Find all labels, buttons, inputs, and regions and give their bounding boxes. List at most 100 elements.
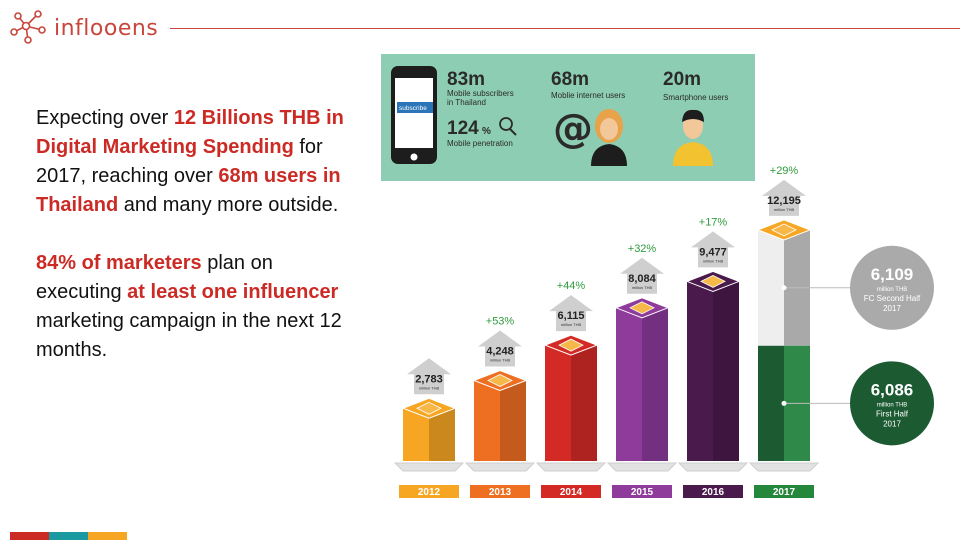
coin-icon [487, 374, 513, 387]
footer-bar-red [10, 532, 49, 540]
bar-value-label: 2,783 [415, 373, 443, 385]
smartphone-users-value: 20m [663, 69, 701, 90]
bar-base [606, 462, 678, 472]
bar-2017-second-half [758, 229, 784, 346]
phone-screen-text: subscribe [399, 105, 427, 112]
value-arrow [407, 358, 451, 395]
subscribers-value: 83m [447, 69, 485, 90]
internet-users-value: 68m [551, 69, 589, 90]
marketers-paragraph: 84% of marketers plan on executing at le… [36, 249, 346, 365]
ad-spend-chart: 2,783 million THB 2012 4,248 million THB +53%… [385, 130, 960, 510]
bar [616, 307, 642, 461]
woman-icon [591, 109, 627, 166]
callout-circle [850, 245, 934, 330]
subscribers-label-2: in Thailand [447, 98, 486, 107]
year-label: 2017 [773, 487, 796, 498]
bar-value-label: 9,477 [699, 246, 727, 258]
bar-base [677, 462, 749, 472]
year-label: 2012 [418, 487, 441, 498]
coin-icon [771, 223, 797, 237]
bar-base [393, 462, 465, 472]
year-label-box [612, 485, 672, 498]
callout-period: FC Second Half [864, 294, 921, 303]
smartphone-icon [391, 66, 437, 164]
bar-unit-label: million THB [561, 322, 582, 327]
year-label-box [754, 485, 814, 498]
year-label: 2013 [489, 487, 512, 498]
callout-unit: million THB [877, 287, 908, 293]
coin-icon [416, 401, 442, 415]
growth-label: +29% [770, 165, 799, 177]
coin-icon [629, 301, 655, 315]
year-label: 2016 [702, 487, 725, 498]
growth-label: +44% [557, 280, 586, 292]
body-text: and many more outside. [118, 194, 339, 216]
bar-side [713, 281, 739, 461]
year-label: 2015 [631, 487, 654, 498]
internet-users-label: Moblie internet users [551, 91, 625, 100]
man-icon [673, 109, 713, 166]
subscribers-label-1: Mobile subscribers [447, 89, 514, 98]
highlight-text: 12 Billions THB in Digital Marketing Spe… [36, 107, 344, 158]
callout-circle [850, 361, 934, 446]
callout-period: First Half [876, 409, 909, 418]
magnifier-icon [499, 117, 517, 136]
spending-paragraph: Expecting over 12 Billions THB in Digita… [36, 104, 346, 220]
bar [687, 281, 713, 461]
bar-unit-label: million THB [703, 258, 724, 263]
bar-2017-first-half [758, 345, 784, 461]
callout-value: 6,109 [871, 265, 914, 284]
bar-value-label: 6,115 [558, 310, 585, 322]
callout-dot [781, 400, 787, 406]
coin-icon [558, 338, 584, 352]
bar [474, 380, 500, 461]
callout-value: 6,086 [871, 380, 914, 399]
mobile-stats-graphic: subscribe 83m Mobile subscribers in Thai… [391, 66, 728, 166]
callout-unit: million THB [877, 402, 908, 408]
bar-base [535, 462, 607, 472]
bar-base [464, 462, 536, 472]
intro-copy: Expecting over 12 Billions THB in Digita… [36, 104, 346, 365]
growth-label: +53% [486, 316, 515, 328]
value-arrow [691, 231, 735, 268]
callout-year: 2017 [883, 304, 901, 313]
callout-year: 2017 [883, 419, 901, 428]
mobile-stats-panel: subscribe 83m Mobile subscribers in Thai… [381, 54, 755, 181]
value-arrow [549, 295, 593, 332]
brand-logo: inflooens [8, 8, 158, 48]
bar [545, 345, 571, 461]
year-label: 2014 [560, 487, 583, 498]
at-sign-icon: @ [553, 106, 593, 152]
coin-icon [700, 274, 726, 288]
year-label-box [399, 485, 459, 498]
header-divider [170, 28, 960, 29]
penetration-label: Mobile penetration [447, 139, 513, 148]
bar-unit-label: million THB [419, 385, 440, 390]
bar-value-label: 8,084 [628, 273, 656, 285]
callout-dot [781, 285, 787, 291]
molecule-icon [10, 10, 46, 44]
bar-unit-label: million THB [632, 285, 653, 290]
bar-value-label: 12,195 [767, 195, 801, 207]
growth-label: +17% [699, 216, 728, 228]
bar-base [748, 462, 820, 472]
body-text: for 2017, reaching over [36, 136, 323, 187]
year-label-box [683, 485, 743, 498]
bar-side [571, 345, 597, 461]
year-label-box [470, 485, 530, 498]
penetration-unit: % [482, 126, 491, 137]
bar-side [642, 307, 668, 461]
value-arrow [478, 330, 522, 367]
bar-unit-label: million THB [774, 207, 795, 212]
bar-side [500, 380, 526, 461]
highlight-text: 84% of marketers [36, 252, 202, 274]
bar-value-label: 4,248 [486, 346, 514, 358]
year-label-box [541, 485, 601, 498]
growth-label: +32% [628, 243, 657, 255]
footer-bar-teal [49, 532, 88, 540]
brand-name: inflooens [54, 15, 159, 41]
value-arrow [620, 257, 664, 294]
bar-unit-label: million THB [490, 358, 511, 363]
body-text: marketing campaign in the next 12 months… [36, 310, 342, 361]
